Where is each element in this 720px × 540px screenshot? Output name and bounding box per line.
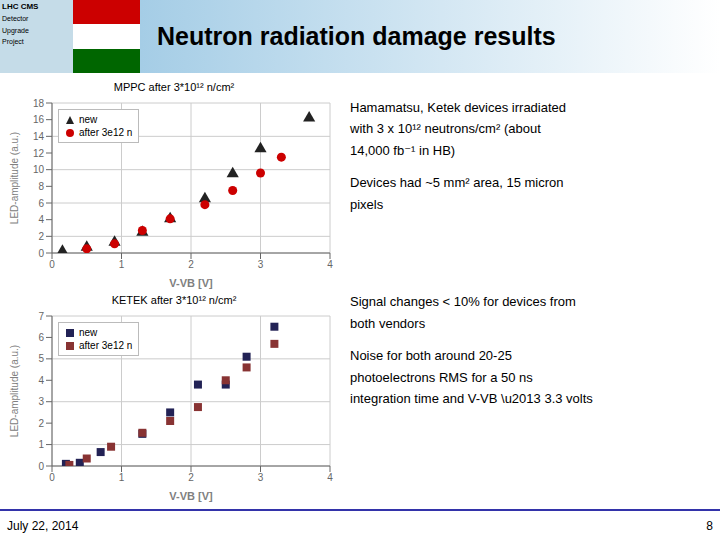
html-text:July 22, 2014: July 22, 2014 xyxy=(7,519,79,533)
html-text:14,000 fb⁻¹ in HB): 14,000 fb⁻¹ in HB) xyxy=(350,143,456,158)
svg-text:0: 0 xyxy=(38,248,44,259)
html-text:with 3 x 10¹² neutrons/cm² (ab: with 3 x 10¹² neutrons/cm² (about xyxy=(350,121,541,136)
svg-text:V-VB [V]: V-VB [V] xyxy=(169,490,213,502)
svg-text:7: 7 xyxy=(38,311,44,322)
svg-text:2: 2 xyxy=(38,418,44,429)
svg-text:6: 6 xyxy=(38,198,44,209)
html-text:Upgrade: Upgrade xyxy=(2,27,29,34)
html-text:MPPC after 3*10¹² n/cm²: MPPC after 3*10¹² n/cm² xyxy=(113,81,235,93)
svg-text:0: 0 xyxy=(49,472,55,483)
html-text:pixels: pixels xyxy=(350,197,384,212)
svg-text:4: 4 xyxy=(38,375,44,386)
svg-text:4: 4 xyxy=(38,214,44,225)
svg-text:14: 14 xyxy=(33,131,45,142)
html-text:both vendors: both vendors xyxy=(350,316,426,331)
svg-text:18: 18 xyxy=(33,98,45,109)
svg-text:4: 4 xyxy=(327,472,333,483)
html-text:KETEK after 3*10¹² n/cm²: KETEK after 3*10¹² n/cm² xyxy=(111,294,237,306)
svg-text:2: 2 xyxy=(188,472,194,483)
svg-text:LED-amplitude (a.u.): LED-amplitude (a.u.) xyxy=(9,345,20,437)
html-text:Project: Project xyxy=(2,38,24,45)
html-text:Hamamatsu, Ketek devices irrad: Hamamatsu, Ketek devices irradiated xyxy=(350,100,566,115)
svg-text:3: 3 xyxy=(258,472,264,483)
svg-text:0: 0 xyxy=(49,259,55,270)
svg-text:2: 2 xyxy=(38,231,44,242)
svg-text:1: 1 xyxy=(119,259,125,270)
html-text:Signal changes < 10% for devic: Signal changes < 10% for devices from xyxy=(350,294,576,309)
html-text:new: new xyxy=(79,114,98,125)
svg-text:2: 2 xyxy=(188,259,194,270)
html-text:photoelectrons RMS for a 50 ns: photoelectrons RMS for a 50 ns xyxy=(350,370,533,385)
html-text:Noise for both around 20-25: Noise for both around 20-25 xyxy=(350,348,512,363)
html-text:Devices had ~5 mm² area, 15 mi: Devices had ~5 mm² area, 15 micron xyxy=(350,175,564,190)
html-text:Neutron radiation damage resul: Neutron radiation damage results xyxy=(157,22,556,50)
svg-text:3: 3 xyxy=(258,259,264,270)
svg-text:10: 10 xyxy=(33,164,45,175)
svg-text:3: 3 xyxy=(38,396,44,407)
svg-text:0: 0 xyxy=(38,461,44,472)
svg-text:LED-amplitude (a.u.): LED-amplitude (a.u.) xyxy=(9,132,20,224)
html-text:Detector: Detector xyxy=(2,15,29,22)
svg-text:V-VB [V]: V-VB [V] xyxy=(169,277,213,289)
html-text:after 3e12 n: after 3e12 n xyxy=(79,340,133,351)
svg-text:4: 4 xyxy=(327,259,333,270)
svg-text:1: 1 xyxy=(38,439,44,450)
svg-text:16: 16 xyxy=(33,114,45,125)
html-text:after 3e12 n: after 3e12 n xyxy=(79,127,133,138)
html-text:8: 8 xyxy=(706,519,713,533)
svg-text:5: 5 xyxy=(38,353,44,364)
svg-text:12: 12 xyxy=(33,148,45,159)
html-text:integration time and V-VB \u20: integration time and V-VB \u2013 3.3 vol… xyxy=(350,391,593,406)
html-text:new: new xyxy=(79,327,98,338)
html-text:LHC CMS: LHC CMS xyxy=(2,2,39,11)
svg-text:8: 8 xyxy=(38,181,44,192)
svg-text:6: 6 xyxy=(38,332,44,343)
svg-text:1: 1 xyxy=(119,472,125,483)
